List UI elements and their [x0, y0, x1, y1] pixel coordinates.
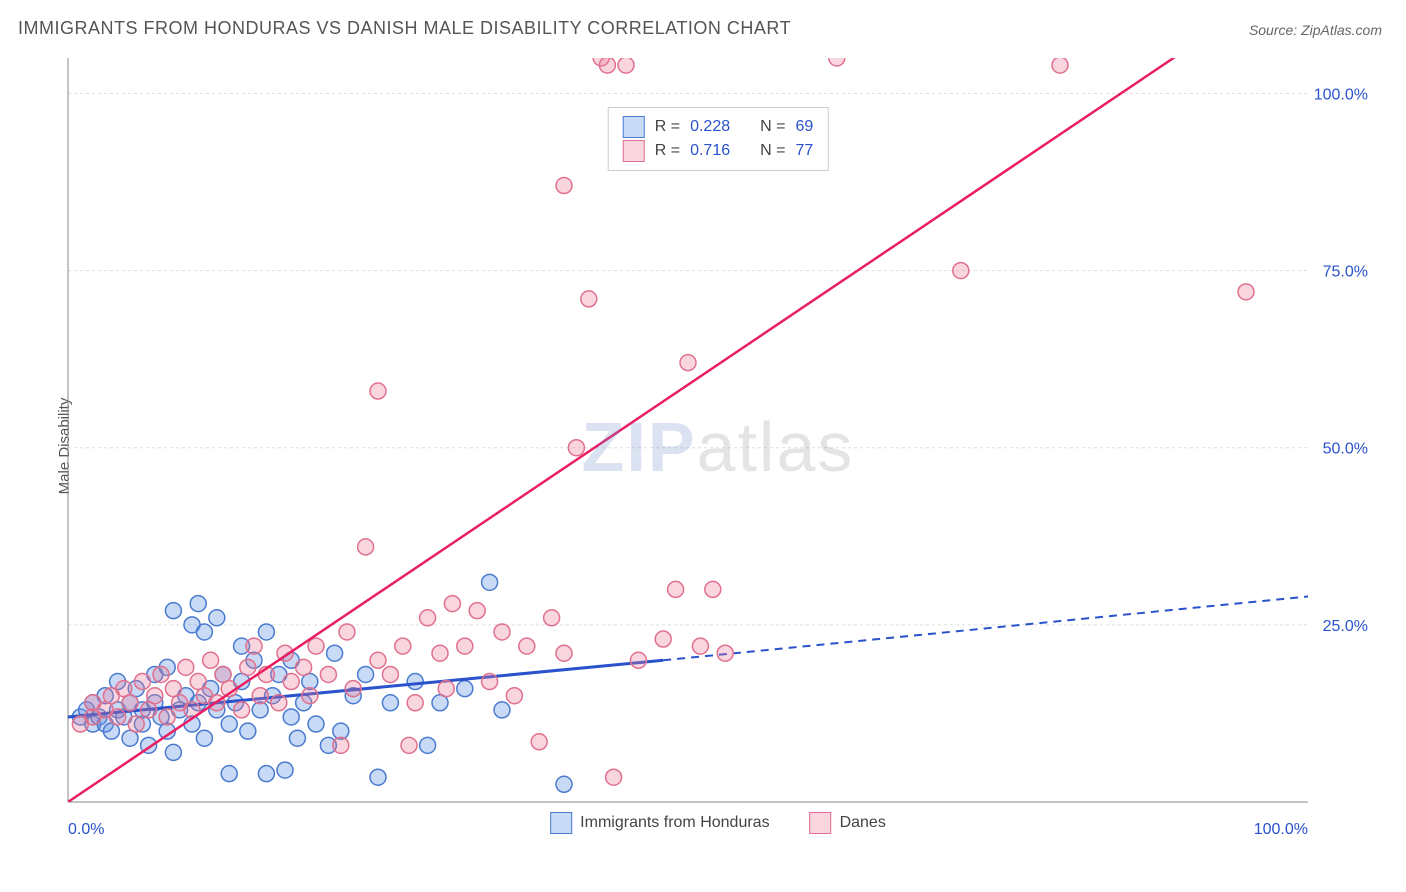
- legend-n-label: N =: [760, 118, 785, 136]
- legend-r-label: R =: [655, 118, 680, 136]
- legend-swatch-honduras: [550, 812, 572, 834]
- legend-n-value-honduras: 69: [795, 118, 813, 136]
- chart-title: IMMIGRANTS FROM HONDURAS VS DANISH MALE …: [18, 18, 791, 39]
- svg-text:75.0%: 75.0%: [1323, 264, 1368, 281]
- legend-r-label: R =: [655, 142, 680, 160]
- legend-stats: R = 0.228 N = 69 R = 0.716 N = 77: [608, 107, 829, 171]
- legend-stats-row-danes: R = 0.716 N = 77: [623, 140, 814, 162]
- svg-text:0.0%: 0.0%: [68, 821, 104, 838]
- legend-item-danes: Danes: [810, 812, 886, 834]
- legend-label-honduras: Immigrants from Honduras: [580, 814, 769, 832]
- legend-label-danes: Danes: [840, 814, 886, 832]
- svg-text:50.0%: 50.0%: [1323, 441, 1368, 458]
- legend-n-label: N =: [760, 142, 785, 160]
- legend-n-value-danes: 77: [795, 142, 813, 160]
- legend-swatch-danes: [623, 140, 645, 162]
- svg-text:100.0%: 100.0%: [1254, 821, 1308, 838]
- legend-r-value-danes: 0.716: [690, 142, 730, 160]
- svg-text:25.0%: 25.0%: [1323, 618, 1368, 635]
- legend-stats-row-honduras: R = 0.228 N = 69: [623, 116, 814, 138]
- legend-swatch-danes: [810, 812, 832, 834]
- source-label: Source: ZipAtlas.com: [1249, 22, 1382, 38]
- legend-swatch-honduras: [623, 116, 645, 138]
- legend-item-honduras: Immigrants from Honduras: [550, 812, 769, 834]
- plot-area: 25.0%50.0%75.0%100.0%0.0%100.0% ZIPatlas…: [58, 52, 1378, 842]
- legend-series: Immigrants from Honduras Danes: [550, 812, 886, 834]
- legend-r-value-honduras: 0.228: [690, 118, 730, 136]
- svg-text:100.0%: 100.0%: [1314, 86, 1368, 103]
